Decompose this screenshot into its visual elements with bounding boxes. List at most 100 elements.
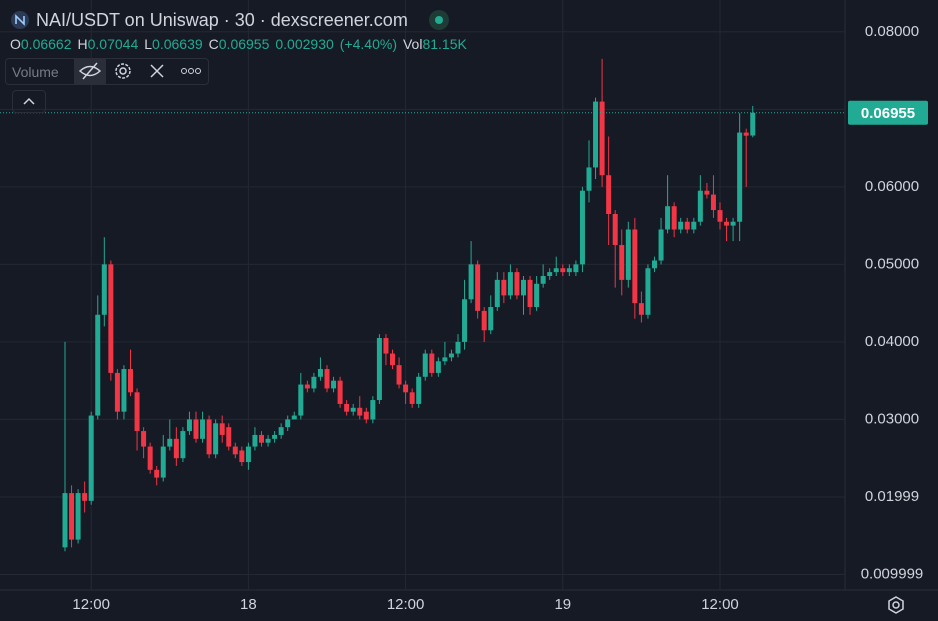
chart-title: NAI/USDT on Uniswap · 30 · dexscreener.c… [36,9,408,30]
candle-body [324,369,330,389]
legend-value: 0.06639 [152,36,203,52]
token-icon [11,11,29,29]
candle-body [357,407,363,416]
legend-value: 0.06955 [218,36,270,52]
legend-value: 0.06662 [20,36,72,52]
y-tick-label: 0.01999 [865,488,919,505]
candle-body [416,376,422,404]
candle-body [638,303,644,315]
candle-body [534,283,540,308]
candle-body [245,446,251,463]
candle-body [239,450,245,463]
candle-body [259,434,264,443]
chevron-icon [23,97,35,105]
candle-body [350,407,356,412]
x-tick-label: 18 [240,596,257,613]
candle-body [75,493,81,540]
legend-change-pct: (+4.40%) [339,36,397,52]
x-tick-label: 12:00 [701,596,739,613]
indicator-name[interactable]: Volume [12,63,59,80]
candle-body [291,415,297,420]
candle-body [579,190,585,265]
candle-body [160,446,166,478]
candle-body [219,423,225,435]
candle-body [527,279,533,308]
last-price-tag [848,100,928,125]
candle-body [625,229,631,280]
candle-body [566,268,572,273]
candle-body [422,353,428,377]
candle-body [586,167,592,191]
candle-body [396,365,402,385]
candle-body [180,431,186,459]
candle-body [632,229,638,304]
candle-body [252,434,258,447]
candle-body [409,392,415,404]
candle-body [448,353,454,358]
candle-body [147,446,153,470]
remove-icon[interactable] [140,59,174,84]
candle-body [383,338,389,354]
candle-body [710,194,716,211]
legend-change: 0.002930 [275,36,334,52]
candle-body [370,400,376,420]
candle-body [88,415,94,501]
candle-body [481,310,487,331]
candle-body [272,434,278,439]
candle-body [678,221,684,230]
candle-body [200,419,206,439]
candle-body [82,493,88,501]
candle-body [311,376,317,389]
candle-body [69,493,75,540]
header: NAI/USDT on Uniswap · 30 · dexscreener.c… [10,8,473,54]
candle-body [743,132,749,136]
candle-body [154,469,160,478]
candle-body [671,206,677,230]
candle-body [697,190,703,222]
candle-body [462,299,468,342]
status-icon [428,10,449,30]
candle-body [468,264,474,300]
candle-body [265,438,271,443]
candle-body [232,446,238,455]
candle-body [704,190,710,195]
candle-body [507,272,513,296]
candle-body [645,268,651,315]
candle-body [553,268,559,273]
title-row: NAI/USDT on Uniswap · 30 · dexscreener.c… [10,8,473,32]
candle-body [665,206,671,230]
legend-value: 0.07044 [87,36,139,52]
candle-body [593,101,599,168]
candle-body [475,264,481,311]
candle-body [599,101,605,176]
collapse-button[interactable] [12,90,46,113]
y-tick-label: 0.03000 [865,410,919,427]
settings-icon[interactable] [888,596,904,614]
y-tick-label: 0.06000 [865,178,919,195]
more-icon[interactable] [174,59,208,84]
candle-body [121,369,127,412]
settings-icon[interactable] [106,59,140,84]
candle-body [606,175,612,214]
candle-body [547,272,553,277]
candle-body [737,132,743,222]
candle-body [285,419,291,428]
y-tick-label: 0.08000 [865,23,919,40]
candle-body [750,112,756,136]
legend-label: Vol [402,36,423,52]
candle-body [337,380,343,404]
candle-body [304,384,310,389]
candle-body [612,213,618,245]
legend-volume: 81.15K [422,36,467,52]
candle-body [298,384,304,416]
candle-body [101,264,107,315]
legend-label: C [208,36,219,52]
x-tick-label: 12:00 [72,596,110,613]
legend-label: O [10,36,21,52]
candle-body [108,264,114,373]
hide-icon[interactable] [74,59,106,84]
candle-body [193,419,199,439]
candle-body [331,380,337,389]
